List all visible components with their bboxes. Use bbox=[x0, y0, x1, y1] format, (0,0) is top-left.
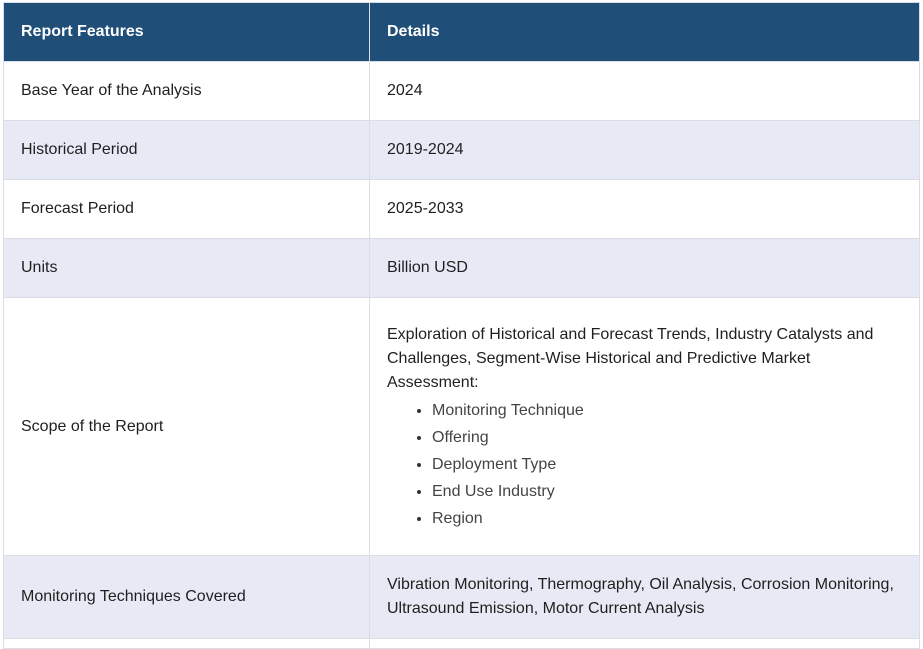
list-item: Region bbox=[432, 505, 902, 532]
report-features-table: Report Features Details Base Year of the… bbox=[3, 2, 920, 649]
detail-cell: Billion USD bbox=[369, 238, 920, 298]
detail-cell: 2025-2033 bbox=[369, 179, 920, 239]
scope-detail-cell: Exploration of Historical and Forecast T… bbox=[369, 297, 920, 556]
table-row: Historical Period 2019-2024 bbox=[3, 120, 920, 180]
feature-cell: Scope of the Report bbox=[3, 297, 370, 556]
feature-cell: Units bbox=[3, 238, 370, 298]
table-row: Base Year of the Analysis 2024 bbox=[3, 61, 920, 121]
detail-cell bbox=[369, 638, 920, 649]
table-header: Report Features Details bbox=[3, 2, 920, 62]
scope-description: Exploration of Historical and Forecast T… bbox=[387, 326, 874, 391]
header-details: Details bbox=[369, 2, 920, 62]
table-row-scope: Scope of the Report Exploration of Histo… bbox=[3, 297, 920, 556]
detail-cell: 2019-2024 bbox=[369, 120, 920, 180]
list-item: End Use Industry bbox=[432, 478, 902, 505]
table-row-techniques: Monitoring Techniques Covered Vibration … bbox=[3, 555, 920, 639]
header-report-features: Report Features bbox=[3, 2, 370, 62]
table-row: Forecast Period 2025-2033 bbox=[3, 179, 920, 239]
feature-cell: Historical Period bbox=[3, 120, 370, 180]
list-item: Monitoring Technique bbox=[432, 397, 902, 424]
feature-cell: Base Year of the Analysis bbox=[3, 61, 370, 121]
header-row: Report Features Details bbox=[3, 2, 920, 62]
detail-cell: Vibration Monitoring, Thermography, Oil … bbox=[369, 555, 920, 639]
table-row-partial bbox=[3, 638, 920, 649]
list-item: Offering bbox=[432, 424, 902, 451]
list-item: Deployment Type bbox=[432, 451, 902, 478]
feature-cell bbox=[3, 638, 370, 649]
table-body: Base Year of the Analysis 2024 Historica… bbox=[3, 61, 920, 649]
feature-cell: Monitoring Techniques Covered bbox=[3, 555, 370, 639]
scope-segment-list: Monitoring Technique Offering Deployment… bbox=[387, 397, 902, 532]
feature-cell: Forecast Period bbox=[3, 179, 370, 239]
detail-cell: 2024 bbox=[369, 61, 920, 121]
table-row: Units Billion USD bbox=[3, 238, 920, 298]
